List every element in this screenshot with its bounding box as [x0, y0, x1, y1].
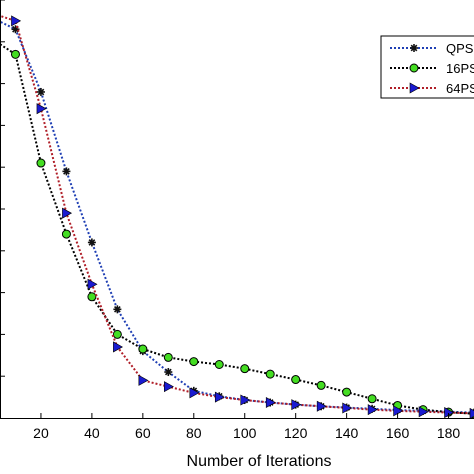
x-tick-label: 80 — [186, 425, 202, 441]
data-point — [214, 359, 224, 369]
data-point — [291, 375, 301, 385]
legend: QPS 16PS 64PS — [380, 35, 474, 99]
data-point — [469, 407, 474, 419]
data-point — [87, 238, 96, 247]
legend-marker — [409, 63, 419, 73]
data-point — [342, 387, 352, 397]
legend-item-qps: QPS — [390, 41, 474, 56]
legend-marker — [410, 44, 418, 52]
data-point — [367, 404, 378, 416]
data-point — [62, 207, 73, 219]
data-point — [265, 397, 276, 409]
series-64ps — [0, 14, 474, 419]
legend-label: QPS — [446, 41, 474, 56]
data-point — [163, 352, 173, 362]
legend-item-16ps: 16PS — [390, 61, 474, 76]
data-point — [138, 344, 148, 354]
data-point — [138, 374, 149, 386]
x-tick-label: 20 — [33, 425, 49, 441]
data-point — [62, 167, 71, 176]
legend-label: 64PS — [446, 81, 474, 96]
data-point — [291, 399, 302, 411]
data-point — [164, 368, 173, 377]
data-point — [214, 391, 225, 403]
data-point — [36, 158, 46, 168]
data-point — [189, 357, 199, 367]
series-layer — [0, 14, 474, 419]
x-tick-label: 140 — [335, 425, 359, 441]
x-tick-label: 120 — [284, 425, 308, 441]
data-point — [10, 49, 20, 59]
x-tick-label: 100 — [233, 425, 257, 441]
x-tick-label: 160 — [386, 425, 410, 441]
data-point — [87, 292, 97, 302]
data-point — [113, 341, 123, 353]
data-point — [418, 406, 429, 418]
x-tick-label: 180 — [437, 425, 461, 441]
legend-item-64ps: 64PS — [390, 81, 474, 96]
data-point — [112, 329, 122, 339]
data-point — [61, 229, 71, 239]
data-point — [342, 402, 353, 414]
axis-layer: 20 40 60 80 100 120 140 160 180 — [0, 0, 474, 441]
data-point — [189, 387, 200, 399]
data-point — [87, 278, 98, 290]
data-point — [316, 400, 327, 412]
data-point — [36, 103, 47, 115]
data-point — [367, 394, 377, 404]
data-point — [265, 369, 275, 379]
data-point — [316, 380, 326, 390]
legend-label: 16PS — [446, 61, 474, 76]
data-point — [36, 87, 45, 96]
x-axis-label: Number of Iterations — [187, 453, 332, 470]
data-point — [240, 394, 251, 406]
x-tick-label: 60 — [135, 425, 151, 441]
data-point — [11, 25, 20, 34]
data-point — [113, 305, 122, 314]
data-point — [11, 15, 22, 27]
x-tick-label: 40 — [84, 425, 100, 441]
legend-marker — [409, 82, 420, 94]
data-point — [164, 381, 174, 393]
data-point — [240, 364, 250, 374]
